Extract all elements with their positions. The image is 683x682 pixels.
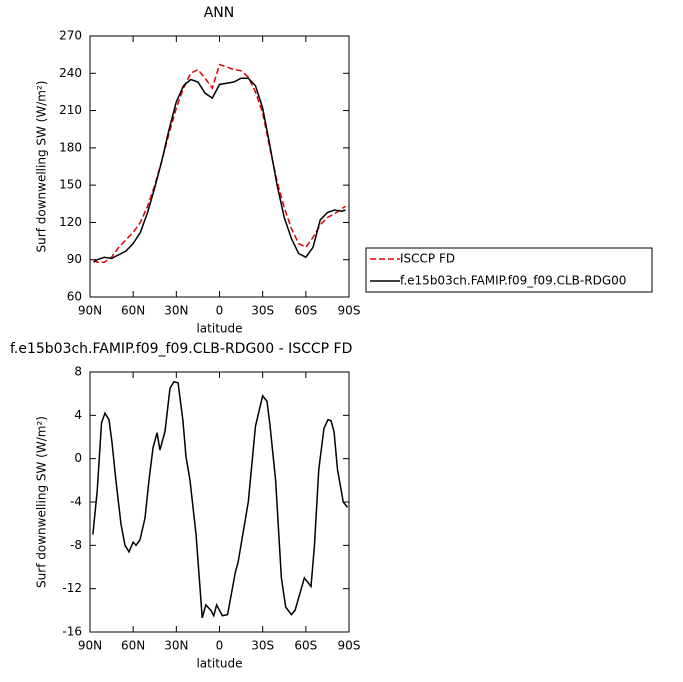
y-tick-label: 150 [59, 178, 82, 192]
x-tick-label: 90N [78, 304, 102, 318]
y-tick-label: 270 [59, 29, 82, 43]
x-tick-label: 60N [121, 304, 145, 318]
y-tick-label: -16 [62, 625, 82, 639]
chart-title: f.e15b03ch.FAMIP.f09_f09.CLB-RDG00 - ISC… [10, 341, 352, 357]
y-tick-label: 210 [59, 103, 82, 117]
x-axis-label: latitude [196, 322, 242, 336]
x-tick-label: 30N [164, 639, 188, 653]
y-axis-label: Surf downwelling SW (W/m²) [35, 81, 49, 253]
legend-box [365, 247, 653, 293]
plot-frame [89, 35, 350, 298]
x-tick-label: 30S [251, 304, 274, 318]
legend-label: f.e15b03ch.FAMIP.f09_f09.CLB-RDG00 [400, 274, 626, 288]
y-tick-label: 120 [59, 215, 82, 229]
data-line [92, 380, 349, 619]
y-tick-label: 60 [67, 290, 82, 304]
y-tick-label: -8 [70, 538, 82, 552]
y-tick-label: 180 [59, 140, 82, 154]
x-tick-label: 30N [164, 304, 188, 318]
x-tick-label: 60N [121, 639, 145, 653]
y-axis-label: Surf downwelling SW (W/m²) [35, 416, 49, 588]
x-tick-label: 90S [338, 304, 361, 318]
x-tick-label: 0 [216, 639, 224, 653]
x-tick-label: 0 [216, 304, 224, 318]
x-tick-label: 90N [78, 639, 102, 653]
x-tick-label: 60S [294, 639, 317, 653]
data-line [93, 77, 346, 263]
y-tick-label: -4 [70, 495, 82, 509]
x-tick-label: 30S [251, 639, 274, 653]
x-axis-label: latitude [196, 657, 242, 671]
legend-label: ISCCP FD [400, 252, 455, 266]
x-tick-label: 90S [338, 639, 361, 653]
y-tick-label: 4 [74, 408, 82, 422]
x-tick-label: 60S [294, 304, 317, 318]
y-tick-label: 90 [67, 252, 82, 266]
y-tick-label: -12 [62, 581, 82, 595]
data-line [93, 63, 346, 263]
y-tick-label: 240 [59, 66, 82, 80]
plot-frame [89, 371, 350, 633]
y-tick-label: 8 [74, 365, 82, 379]
y-tick-label: 0 [74, 451, 82, 465]
chart-title: ANN [204, 5, 235, 21]
